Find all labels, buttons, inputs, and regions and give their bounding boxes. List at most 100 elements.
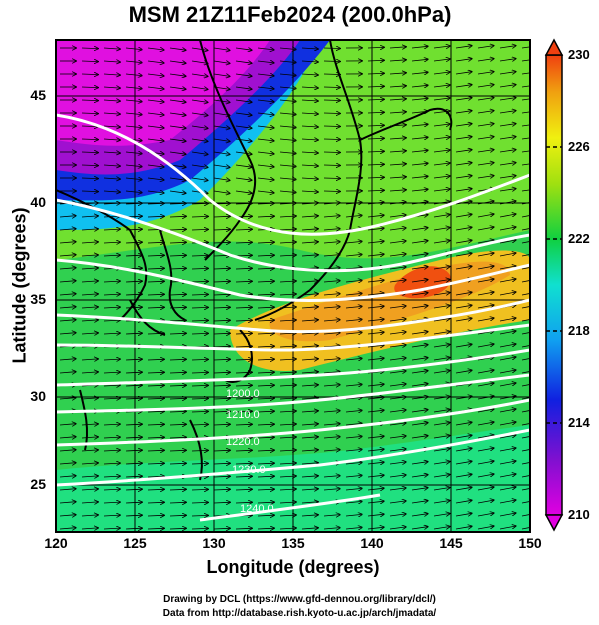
wind-arrow [59, 229, 76, 230]
wind-arrow [147, 515, 164, 516]
wind-arrow [367, 293, 384, 295]
wind-arrow [169, 61, 186, 63]
wind-arrow [169, 320, 186, 321]
wind-arrow [499, 435, 516, 439]
x-tick-label: 135 [281, 535, 305, 551]
wind-arrow [389, 462, 406, 464]
colorbar-tick-label: 210 [568, 507, 590, 522]
wind-arrow [191, 385, 208, 386]
wind-arrow [301, 333, 318, 334]
wind-arrow [279, 48, 296, 50]
wind-arrow [191, 320, 208, 321]
wind-arrow [257, 307, 274, 308]
wind-arrow [191, 424, 208, 425]
wind-arrow [147, 450, 164, 451]
wind-arrow [477, 305, 494, 309]
wind-arrow [191, 74, 208, 76]
credit-drawing: Drawing by DCL (https://www.gfd-dennou.o… [163, 594, 436, 605]
wind-arrow [257, 203, 274, 204]
wind-arrow [169, 100, 186, 102]
x-axis-label: Longitude (degrees) [206, 557, 380, 577]
wind-arrow [367, 164, 384, 165]
wind-arrow [81, 61, 98, 62]
wind-arrow [455, 46, 472, 48]
wind-arrow [81, 87, 98, 88]
wind-arrow [235, 411, 252, 412]
map-title: MSM 21Z11Feb2024 (200.0hPa) [128, 2, 452, 27]
wind-arrow [103, 191, 120, 192]
wind-arrow [257, 87, 274, 89]
wind-arrow [499, 85, 516, 87]
wind-arrow [345, 241, 362, 243]
wind-arrow [433, 358, 450, 361]
wind-arrow [191, 229, 208, 230]
wind-arrow [455, 201, 472, 205]
wind-arrow [301, 100, 318, 101]
wind-arrow [411, 527, 428, 529]
wind-arrow [125, 165, 142, 167]
wind-arrow [455, 189, 472, 191]
wind-arrow [477, 163, 494, 165]
wind-arrow [455, 124, 472, 126]
wind-arrow [147, 489, 164, 490]
wind-arrow [301, 528, 318, 529]
wind-arrow [81, 229, 98, 230]
wind-arrow [279, 242, 296, 243]
wind-arrow [81, 165, 98, 166]
wind-arrow [499, 189, 516, 191]
wind-arrow [301, 229, 318, 230]
wind-arrow [301, 87, 318, 88]
wind-arrow [213, 242, 230, 243]
wind-arrow [103, 229, 120, 230]
wind-arrow [499, 461, 516, 465]
wind-arrow [411, 176, 428, 178]
wind-arrow [169, 139, 186, 141]
wind-arrow [257, 126, 274, 128]
wind-arrow [103, 424, 120, 425]
wind-arrow [257, 515, 274, 516]
wind-arrow [59, 450, 76, 451]
wind-arrow [213, 48, 230, 50]
y-tick-label: 45 [30, 87, 46, 103]
wind-arrow [81, 255, 98, 256]
wind-arrow [455, 111, 472, 113]
wind-arrow [279, 476, 296, 477]
wind-arrow [169, 437, 186, 438]
wind-arrow [323, 229, 340, 230]
wind-arrow [257, 152, 274, 154]
wind-arrow [389, 514, 406, 516]
wind-arrow [367, 138, 384, 139]
wind-arrow [367, 202, 384, 204]
wind-arrow [103, 178, 120, 179]
wind-arrow [191, 165, 208, 167]
y-axis-label: Latitude (degrees) [9, 207, 30, 364]
wind-arrow [499, 137, 516, 139]
wind-arrow [389, 47, 406, 48]
wind-arrow [59, 463, 76, 464]
wind-arrow [125, 255, 142, 256]
wind-arrow [125, 74, 142, 76]
wind-arrow [169, 229, 186, 230]
wind-arrow [81, 307, 98, 308]
wind-arrow [125, 61, 142, 63]
wind-arrow [257, 463, 274, 464]
wind-arrow [477, 448, 494, 452]
wind-arrow [147, 165, 164, 167]
wind-arrow [279, 424, 296, 425]
wind-arrow [81, 424, 98, 425]
wind-arrow [125, 113, 142, 115]
wind-arrow [301, 411, 318, 412]
wind-arrow [301, 74, 318, 75]
wind-arrow [301, 450, 318, 451]
wind-arrow [103, 294, 120, 295]
wind-arrow [411, 462, 428, 464]
wind-arrow [81, 398, 98, 399]
wind-arrow [455, 176, 472, 178]
wind-arrow [191, 450, 208, 451]
wind-arrow [301, 255, 318, 256]
wind-arrow [213, 398, 230, 399]
wind-arrow [323, 515, 340, 516]
wind-arrow [477, 214, 494, 218]
wind-arrow [323, 165, 340, 166]
wind-arrow [433, 501, 450, 504]
